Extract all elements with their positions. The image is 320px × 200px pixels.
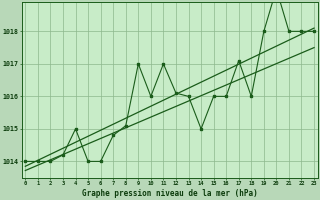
X-axis label: Graphe pression niveau de la mer (hPa): Graphe pression niveau de la mer (hPa) xyxy=(82,189,258,198)
